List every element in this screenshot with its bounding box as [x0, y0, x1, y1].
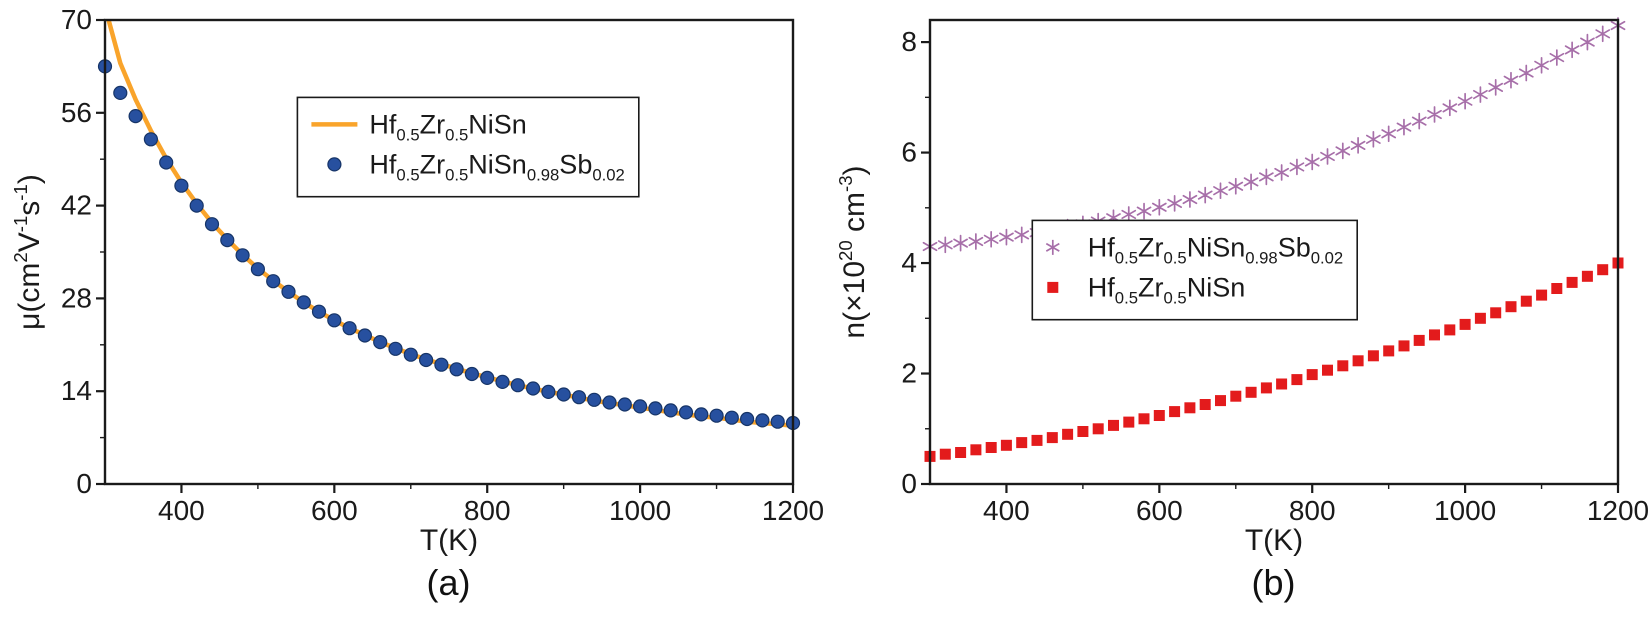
svg-text:400: 400	[983, 495, 1030, 526]
svg-text:28: 28	[60, 282, 91, 313]
mobility-chart: 400 600 800 1000 1200 0 14 28 42 56 70 T(K) μ(cm2V-1…	[10, 4, 824, 557]
panel-a-caption: (a)	[426, 562, 471, 603]
svg-text:2: 2	[901, 358, 917, 389]
svg-text:400: 400	[158, 495, 205, 526]
panel-b-caption: (b)	[1251, 562, 1296, 603]
svg-text:70: 70	[60, 4, 91, 35]
svg-text:1200: 1200	[1586, 495, 1648, 526]
x-axis-title: T(K)	[1244, 524, 1302, 557]
svg-text:42: 42	[60, 190, 91, 221]
svg-text:1200: 1200	[761, 495, 823, 526]
svg-text:600: 600	[1135, 495, 1182, 526]
panel-b: 400 600 800 1000 1200 0 2 4 6 8 T(K) n(×1020 cm-3) H…	[825, 6, 1650, 642]
svg-text:Hf0.5Zr0.5NiSn: Hf0.5Zr0.5NiSn	[369, 109, 526, 144]
svg-text:Hf0.5Zr0.5NiSn0.98Sb0.02: Hf0.5Zr0.5NiSn0.98Sb0.02	[1087, 232, 1342, 267]
svg-text:600: 600	[310, 495, 357, 526]
svg-text:1000: 1000	[608, 495, 670, 526]
series-line	[105, 20, 793, 428]
plot-frame	[103, 18, 794, 486]
svg-text:8: 8	[901, 26, 917, 57]
legend: Hf0.5Zr0.5NiSn0.98Sb0.02 Hf0.5Zr0.5NiSn	[1031, 219, 1358, 321]
svg-text:56: 56	[60, 97, 91, 128]
x-axis-ticks	[1004, 484, 1619, 493]
panel-a: 400 600 800 1000 1200 0 14 28 42 56 70 T(K) μ(cm2V-1…	[0, 4, 825, 642]
svg-text:1000: 1000	[1433, 495, 1495, 526]
svg-text:0: 0	[76, 468, 92, 499]
y-tick-labels: 0 2 4 6 8	[901, 26, 917, 499]
x-axis-ticks	[179, 484, 794, 493]
legend: Hf0.5Zr0.5NiSn Hf0.5Zr0.5NiSn0.98Sb0.02	[296, 96, 640, 198]
y-axis-title: μ(cm2V-1s-1)	[10, 174, 46, 330]
x-tick-labels: 400 600 800 1000 1200	[158, 495, 824, 526]
y-axis-ticks	[920, 40, 930, 486]
svg-text:800: 800	[1288, 495, 1335, 526]
y-tick-labels: 0 14 28 42 56 70	[60, 4, 91, 499]
svg-text:800: 800	[463, 495, 510, 526]
svg-text:6: 6	[901, 137, 917, 168]
series-star	[922, 17, 1625, 255]
series-square	[924, 257, 1623, 462]
y-axis-ticks	[95, 18, 105, 486]
svg-text:14: 14	[60, 375, 91, 406]
svg-text:0: 0	[901, 468, 917, 499]
plot-frame	[928, 18, 1619, 486]
y-axis-title: n(×1020 cm-3)	[835, 165, 871, 338]
x-tick-labels: 400 600 800 1000 1200	[983, 495, 1649, 526]
svg-text:Hf0.5Zr0.5NiSn0.98Sb0.02: Hf0.5Zr0.5NiSn0.98Sb0.02	[369, 149, 624, 184]
svg-text:4: 4	[901, 247, 917, 278]
x-axis-title: T(K)	[419, 524, 477, 557]
svg-text:Hf0.5Zr0.5NiSn: Hf0.5Zr0.5NiSn	[1087, 272, 1244, 307]
carrier-concentration-chart: 400 600 800 1000 1200 0 2 4 6 8 T(K) n(×1020 cm-3) H…	[835, 17, 1649, 557]
